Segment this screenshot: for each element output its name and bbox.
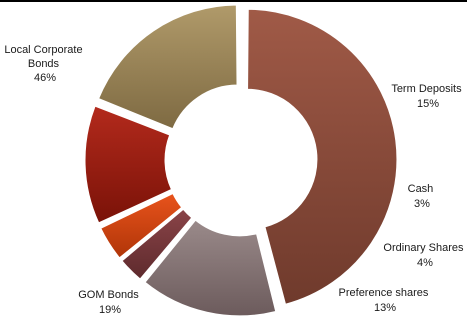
- slice-name-preference-shares: Preference shares: [339, 287, 429, 299]
- donut-slices: [84, 4, 398, 317]
- slice-name-ordinary-shares: Ordinary Shares: [383, 242, 464, 254]
- slice-cash: [121, 208, 193, 280]
- slice-gom-bonds: [97, 4, 238, 130]
- slice-label-term-deposits: Term Deposits 15%: [391, 83, 464, 110]
- slice-value-cash: 3%: [414, 198, 430, 210]
- slice-value-term-deposits: 15%: [417, 98, 439, 110]
- slice-local-corporate-bonds: [247, 8, 398, 305]
- slice-name-gom-bonds: GOM Bonds: [78, 289, 139, 301]
- slice-value-gom-bonds: 19%: [99, 304, 121, 316]
- slice-label-cash: Cash 3%: [408, 183, 437, 210]
- slice-labels: Local Corporate Bonds 46% Term Deposits …: [4, 44, 466, 316]
- slice-label-preference-shares: Preference shares 13%: [339, 287, 432, 314]
- slice-value-local-corporate-bonds: 46%: [34, 72, 56, 84]
- slice-name-term-deposits: Term Deposits: [391, 83, 462, 95]
- slice-label-local-corporate-bonds: Local Corporate Bonds 46%: [4, 44, 85, 84]
- slice-value-ordinary-shares: 4%: [417, 257, 433, 269]
- slice-term-deposits: [144, 219, 277, 317]
- slice-value-preference-shares: 13%: [374, 302, 396, 314]
- slice-preference-shares: [84, 105, 173, 224]
- slice-label-gom-bonds: GOM Bonds 19%: [78, 289, 142, 316]
- slice-name-cash: Cash: [408, 183, 434, 195]
- top-border: [0, 0, 467, 2]
- slice-ordinary-shares: [100, 192, 183, 259]
- slice-label-ordinary-shares: Ordinary Shares 4%: [383, 242, 466, 269]
